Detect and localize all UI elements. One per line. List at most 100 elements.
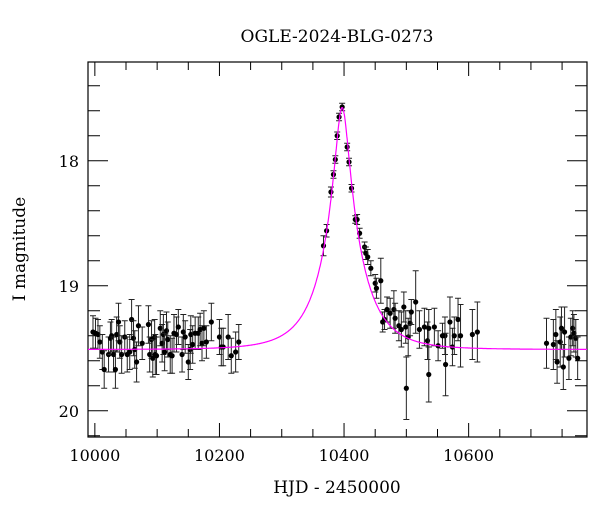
data-marker	[115, 319, 122, 325]
data-point	[175, 309, 182, 345]
data-marker	[114, 331, 120, 338]
data-marker	[442, 361, 449, 368]
data-marker	[162, 349, 168, 355]
x-tick-label: 10200	[194, 446, 245, 465]
data-marker	[553, 331, 559, 338]
data-marker	[188, 331, 194, 338]
data-marker	[421, 324, 428, 330]
data-marker	[403, 385, 409, 391]
data-marker	[110, 351, 117, 358]
data-marker	[391, 306, 397, 313]
data-marker	[469, 331, 475, 338]
data-marker	[95, 331, 101, 338]
data-marker	[413, 299, 419, 305]
data-point	[554, 340, 561, 384]
data-point	[197, 312, 204, 347]
data-marker	[554, 359, 560, 365]
data-point	[200, 310, 207, 347]
data-marker	[392, 315, 398, 321]
data-point	[126, 334, 133, 370]
data-marker	[396, 323, 402, 329]
data-point	[408, 299, 415, 325]
data-point	[153, 336, 160, 375]
data-point	[552, 309, 559, 360]
data-point	[543, 317, 550, 369]
y-axis-label: I magnitude	[10, 197, 30, 301]
data-marker	[543, 340, 550, 346]
data-marker	[153, 353, 160, 359]
data-point	[474, 301, 481, 363]
data-point	[364, 249, 371, 265]
data-point	[387, 297, 394, 329]
data-point	[442, 332, 449, 397]
data-marker	[442, 333, 448, 339]
data-point	[139, 326, 146, 360]
y-tick-label: 19	[59, 277, 79, 296]
data-marker	[236, 339, 242, 345]
data-point	[173, 316, 180, 353]
data-point	[179, 336, 186, 373]
data-point	[112, 350, 119, 389]
data-marker	[190, 341, 196, 348]
data-marker	[568, 334, 574, 340]
data-marker	[203, 339, 209, 345]
data-point	[96, 325, 103, 359]
data-marker	[557, 339, 563, 345]
data-marker	[570, 325, 576, 331]
data-point	[135, 305, 142, 347]
data-marker	[387, 310, 393, 316]
data-marker	[233, 349, 239, 355]
data-marker	[378, 278, 384, 284]
data-marker	[416, 326, 423, 333]
data-marker	[133, 359, 140, 365]
data-point	[199, 325, 206, 362]
data-marker	[157, 325, 163, 331]
data-point	[451, 316, 458, 355]
data-marker	[150, 355, 156, 361]
data-point	[115, 302, 122, 342]
data-marker	[424, 338, 431, 344]
data-point	[208, 302, 215, 342]
data-point	[390, 290, 397, 329]
data-marker	[566, 355, 572, 361]
x-axis-label: HJD - 2450000	[273, 478, 401, 498]
data-marker	[225, 334, 231, 340]
data-point	[377, 257, 384, 304]
data-point	[441, 316, 448, 355]
plot-area: 10000 10200 10400 10600 18 19 20	[59, 61, 588, 465]
data-point	[235, 324, 242, 360]
y-tick-label: 20	[59, 402, 79, 421]
data-marker	[328, 189, 334, 195]
data-point	[94, 319, 101, 350]
data-marker	[130, 335, 137, 341]
model-curve	[88, 106, 587, 350]
data-point	[395, 310, 402, 342]
data-marker	[180, 329, 186, 335]
data-marker	[561, 329, 568, 335]
data-marker	[175, 324, 181, 330]
data-point	[149, 339, 156, 378]
data-point	[146, 336, 153, 373]
data-marker	[185, 359, 191, 365]
data-marker	[408, 309, 414, 315]
data-point	[469, 309, 476, 360]
data-point	[182, 320, 189, 354]
data-marker	[575, 355, 581, 361]
data-point	[560, 344, 567, 390]
data-marker	[384, 306, 390, 313]
data-point	[425, 309, 432, 348]
data-point	[232, 331, 239, 373]
x-tick-label: 10000	[69, 446, 120, 465]
data-marker	[179, 351, 185, 358]
data-marker	[426, 371, 432, 378]
data-marker	[560, 364, 566, 370]
data-point	[225, 314, 232, 360]
data-marker	[159, 340, 165, 346]
data-point	[398, 311, 405, 348]
data-marker	[571, 330, 577, 336]
data-marker	[187, 346, 193, 353]
data-point	[457, 304, 464, 368]
data-marker	[201, 325, 207, 331]
data-marker	[550, 341, 556, 348]
data-point	[228, 337, 235, 374]
